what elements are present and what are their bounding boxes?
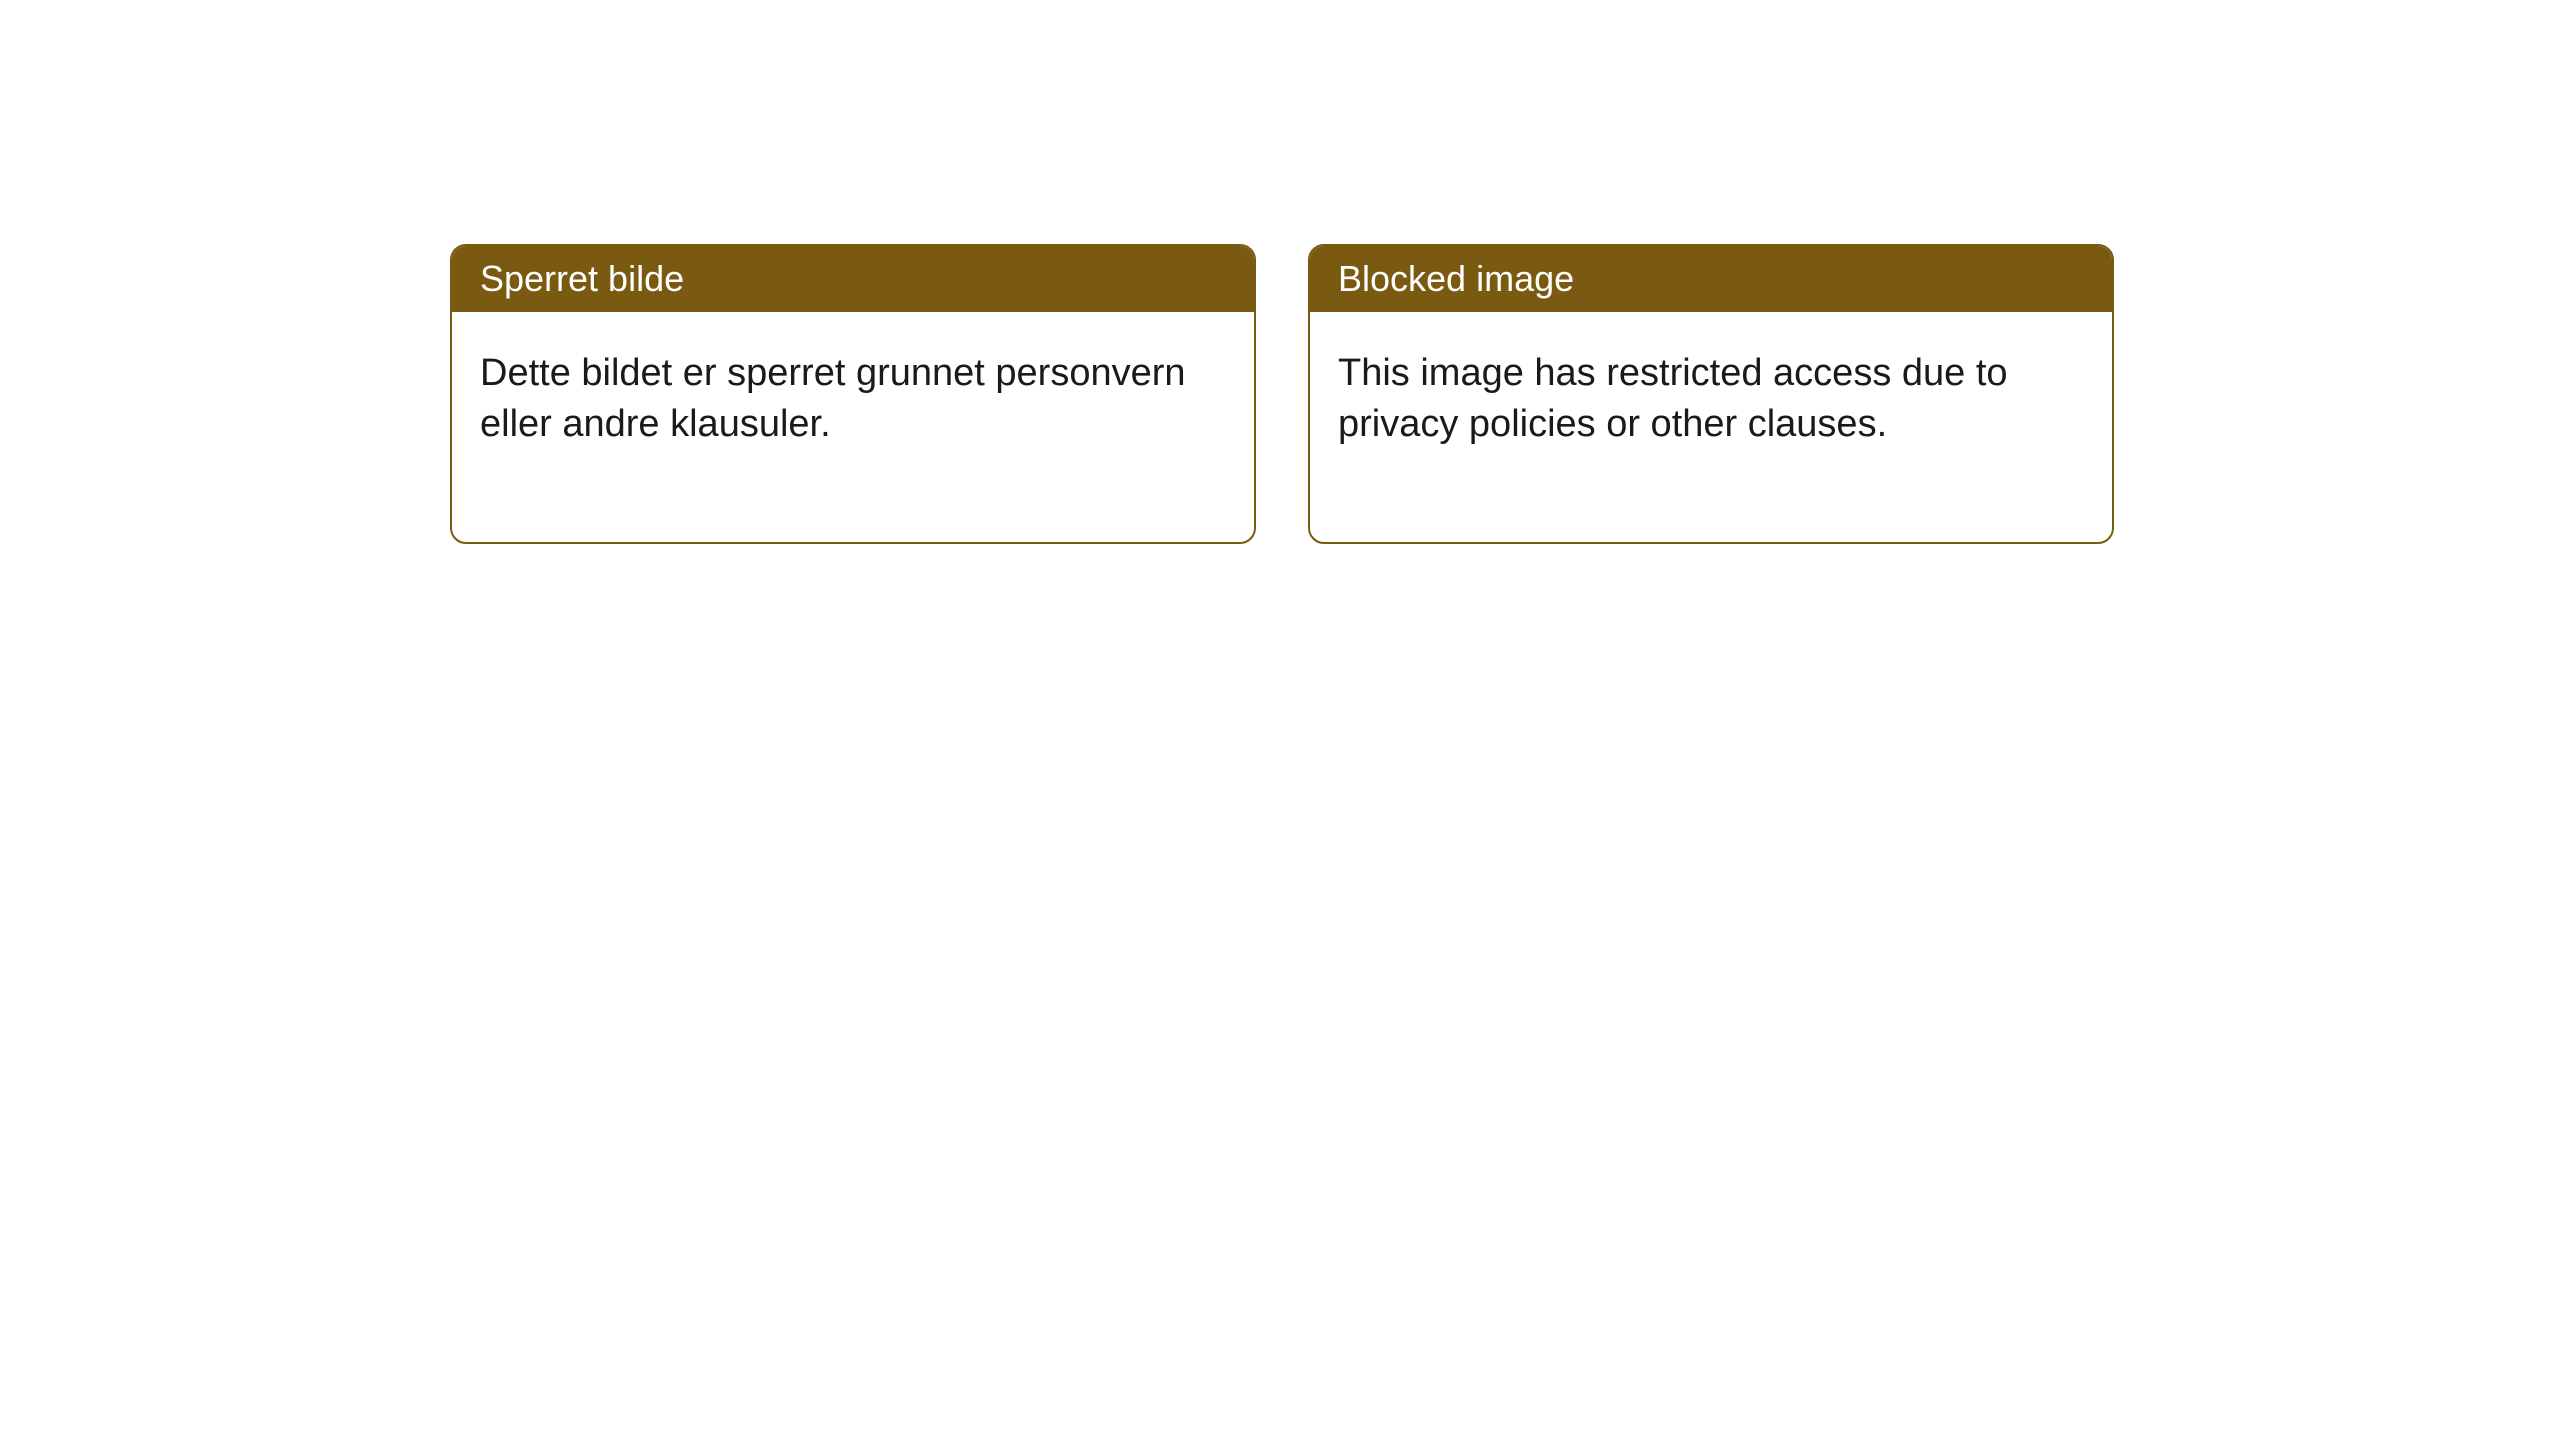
card-body-text: Dette bildet er sperret grunnet personve… — [480, 352, 1186, 445]
card-title: Blocked image — [1338, 258, 1574, 299]
card-title: Sperret bilde — [480, 258, 684, 299]
notice-container: Sperret bilde Dette bildet er sperret gr… — [450, 244, 2114, 544]
card-body: Dette bildet er sperret grunnet personve… — [452, 312, 1254, 542]
card-body-text: This image has restricted access due to … — [1338, 352, 2008, 445]
card-header: Blocked image — [1310, 246, 2112, 312]
card-body: This image has restricted access due to … — [1310, 312, 2112, 542]
notice-card-norwegian: Sperret bilde Dette bildet er sperret gr… — [450, 244, 1256, 544]
notice-card-english: Blocked image This image has restricted … — [1308, 244, 2114, 544]
card-header: Sperret bilde — [452, 246, 1254, 312]
